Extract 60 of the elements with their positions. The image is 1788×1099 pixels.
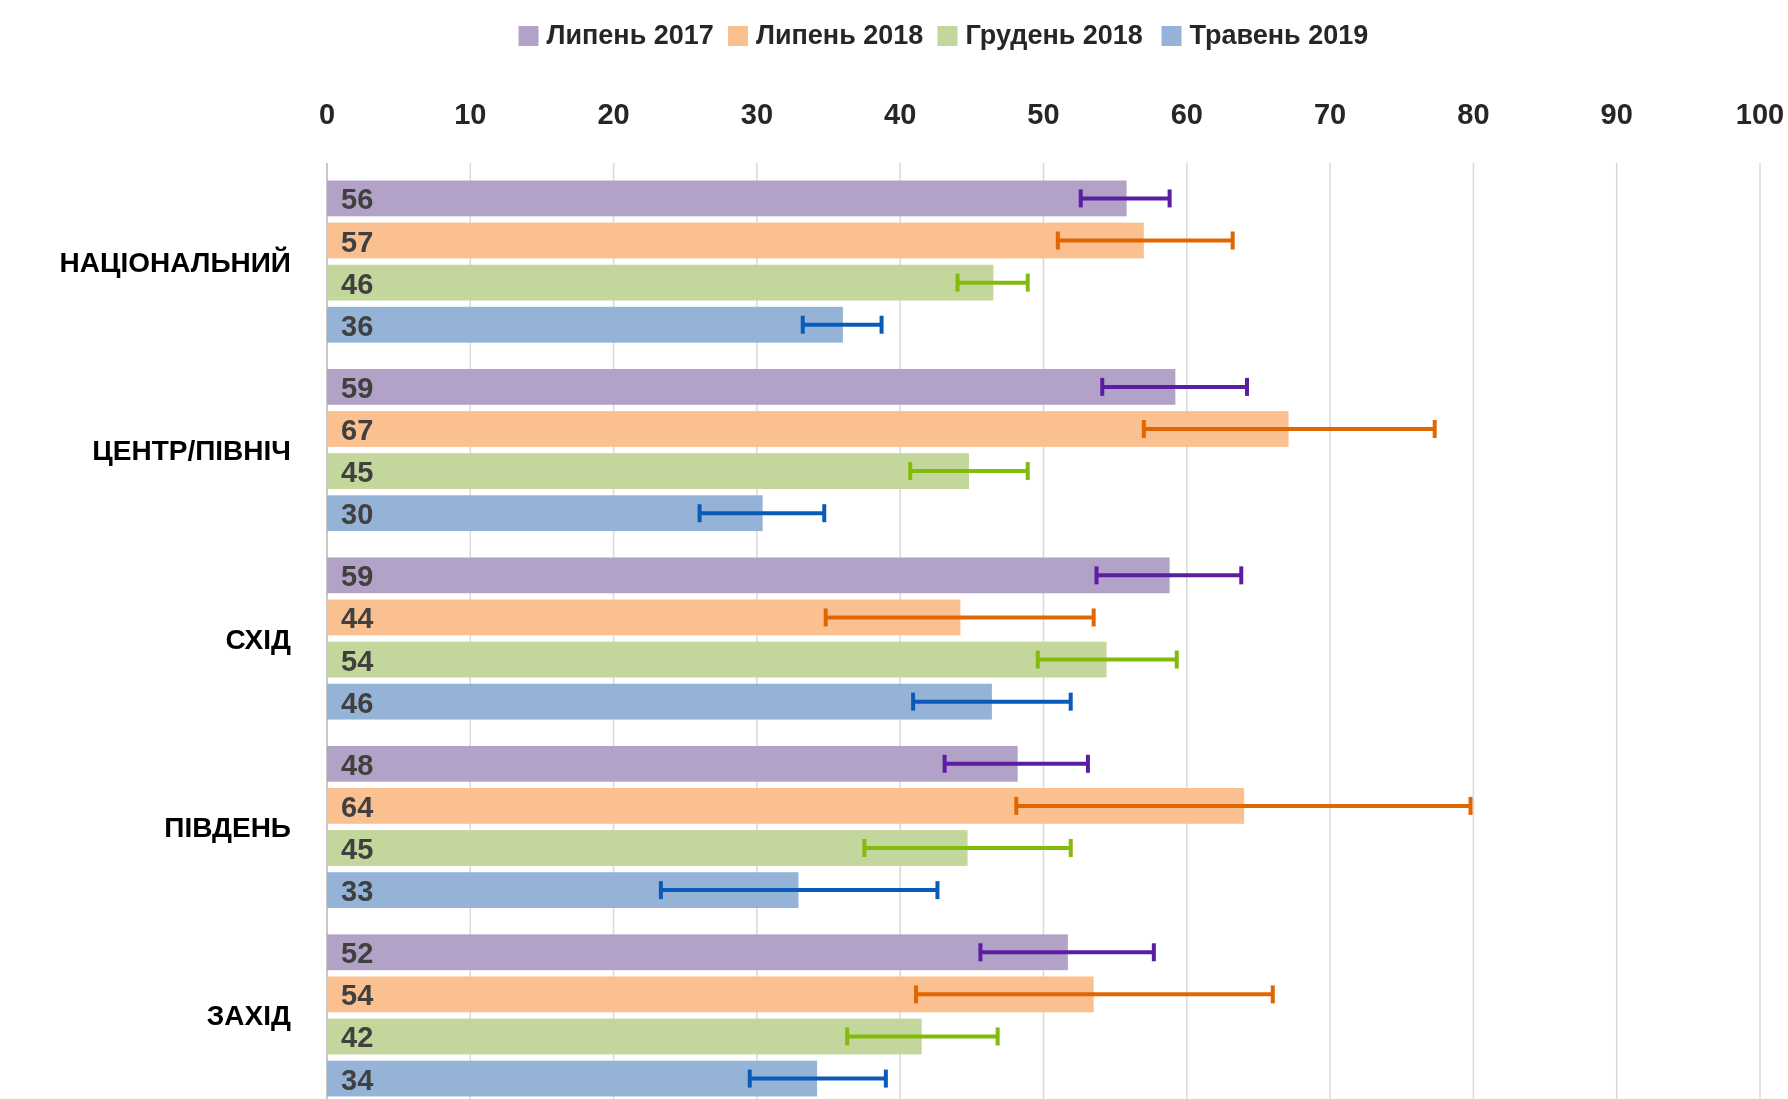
bar bbox=[327, 495, 763, 532]
data-label: 52 bbox=[341, 937, 374, 970]
data-label: 64 bbox=[341, 790, 374, 823]
data-label: 42 bbox=[341, 1021, 374, 1054]
x-tick-label: 40 bbox=[884, 98, 917, 130]
bar bbox=[327, 1060, 818, 1097]
bar bbox=[327, 934, 1068, 971]
legend-label: Липень 2018 bbox=[756, 20, 924, 50]
x-tick-label: 30 bbox=[740, 98, 774, 130]
data-label: 36 bbox=[341, 309, 374, 342]
bar bbox=[327, 411, 1289, 447]
bar bbox=[327, 1018, 922, 1055]
data-label: 57 bbox=[341, 225, 374, 258]
bar bbox=[327, 599, 961, 636]
data-label: 33 bbox=[341, 875, 374, 908]
y-tick-label: ЗАХІД bbox=[206, 1000, 292, 1032]
x-tick-label: 50 bbox=[1027, 98, 1060, 130]
x-tick-label: 80 bbox=[1457, 98, 1490, 130]
bar bbox=[327, 788, 1245, 824]
legend-label: Грудень 2018 bbox=[965, 20, 1143, 50]
data-label: 59 bbox=[341, 371, 374, 404]
bar bbox=[327, 683, 992, 720]
x-tick-label: 0 bbox=[318, 98, 336, 130]
y-tick-label: ЦЕНТР/ПІВНІЧ bbox=[92, 435, 291, 467]
x-tick-label: 90 bbox=[1600, 98, 1633, 130]
bar bbox=[327, 872, 799, 908]
x-tick-label: 70 bbox=[1313, 98, 1347, 130]
bar bbox=[327, 641, 1107, 678]
data-label: 67 bbox=[341, 413, 374, 446]
bar bbox=[327, 222, 1144, 259]
data-label: 46 bbox=[341, 267, 374, 300]
bar bbox=[327, 180, 1127, 217]
bar bbox=[327, 369, 1176, 405]
x-tick-label: 60 bbox=[1170, 98, 1203, 130]
legend-label: Липень 2017 bbox=[546, 20, 714, 50]
bar bbox=[327, 306, 843, 343]
bar bbox=[327, 453, 969, 489]
y-tick-label: НАЦІОНАЛЬНИЙ bbox=[59, 245, 291, 278]
bar bbox=[327, 745, 1018, 782]
data-label: 45 bbox=[341, 456, 374, 489]
data-label: 56 bbox=[341, 183, 374, 216]
data-label: 45 bbox=[341, 833, 374, 866]
data-label: 34 bbox=[341, 1063, 374, 1096]
bar bbox=[327, 557, 1170, 594]
bar bbox=[327, 264, 994, 301]
bar bbox=[327, 830, 968, 866]
bar bbox=[327, 976, 1094, 1013]
y-tick-label: ПІВДЕНЬ bbox=[164, 811, 291, 843]
data-label: 30 bbox=[341, 498, 374, 531]
data-label: 54 bbox=[341, 644, 374, 677]
x-tick-label: 100 bbox=[1735, 98, 1785, 130]
x-tick-label: 20 bbox=[597, 98, 630, 130]
data-label: 44 bbox=[341, 602, 374, 635]
data-label: 46 bbox=[341, 686, 374, 719]
legend-label: Травень 2019 bbox=[1189, 20, 1369, 50]
y-tick-label: СХІД bbox=[225, 623, 292, 655]
data-label: 54 bbox=[341, 979, 374, 1012]
x-tick-label: 10 bbox=[454, 98, 487, 130]
data-label: 59 bbox=[341, 560, 374, 593]
data-label: 48 bbox=[341, 748, 374, 781]
